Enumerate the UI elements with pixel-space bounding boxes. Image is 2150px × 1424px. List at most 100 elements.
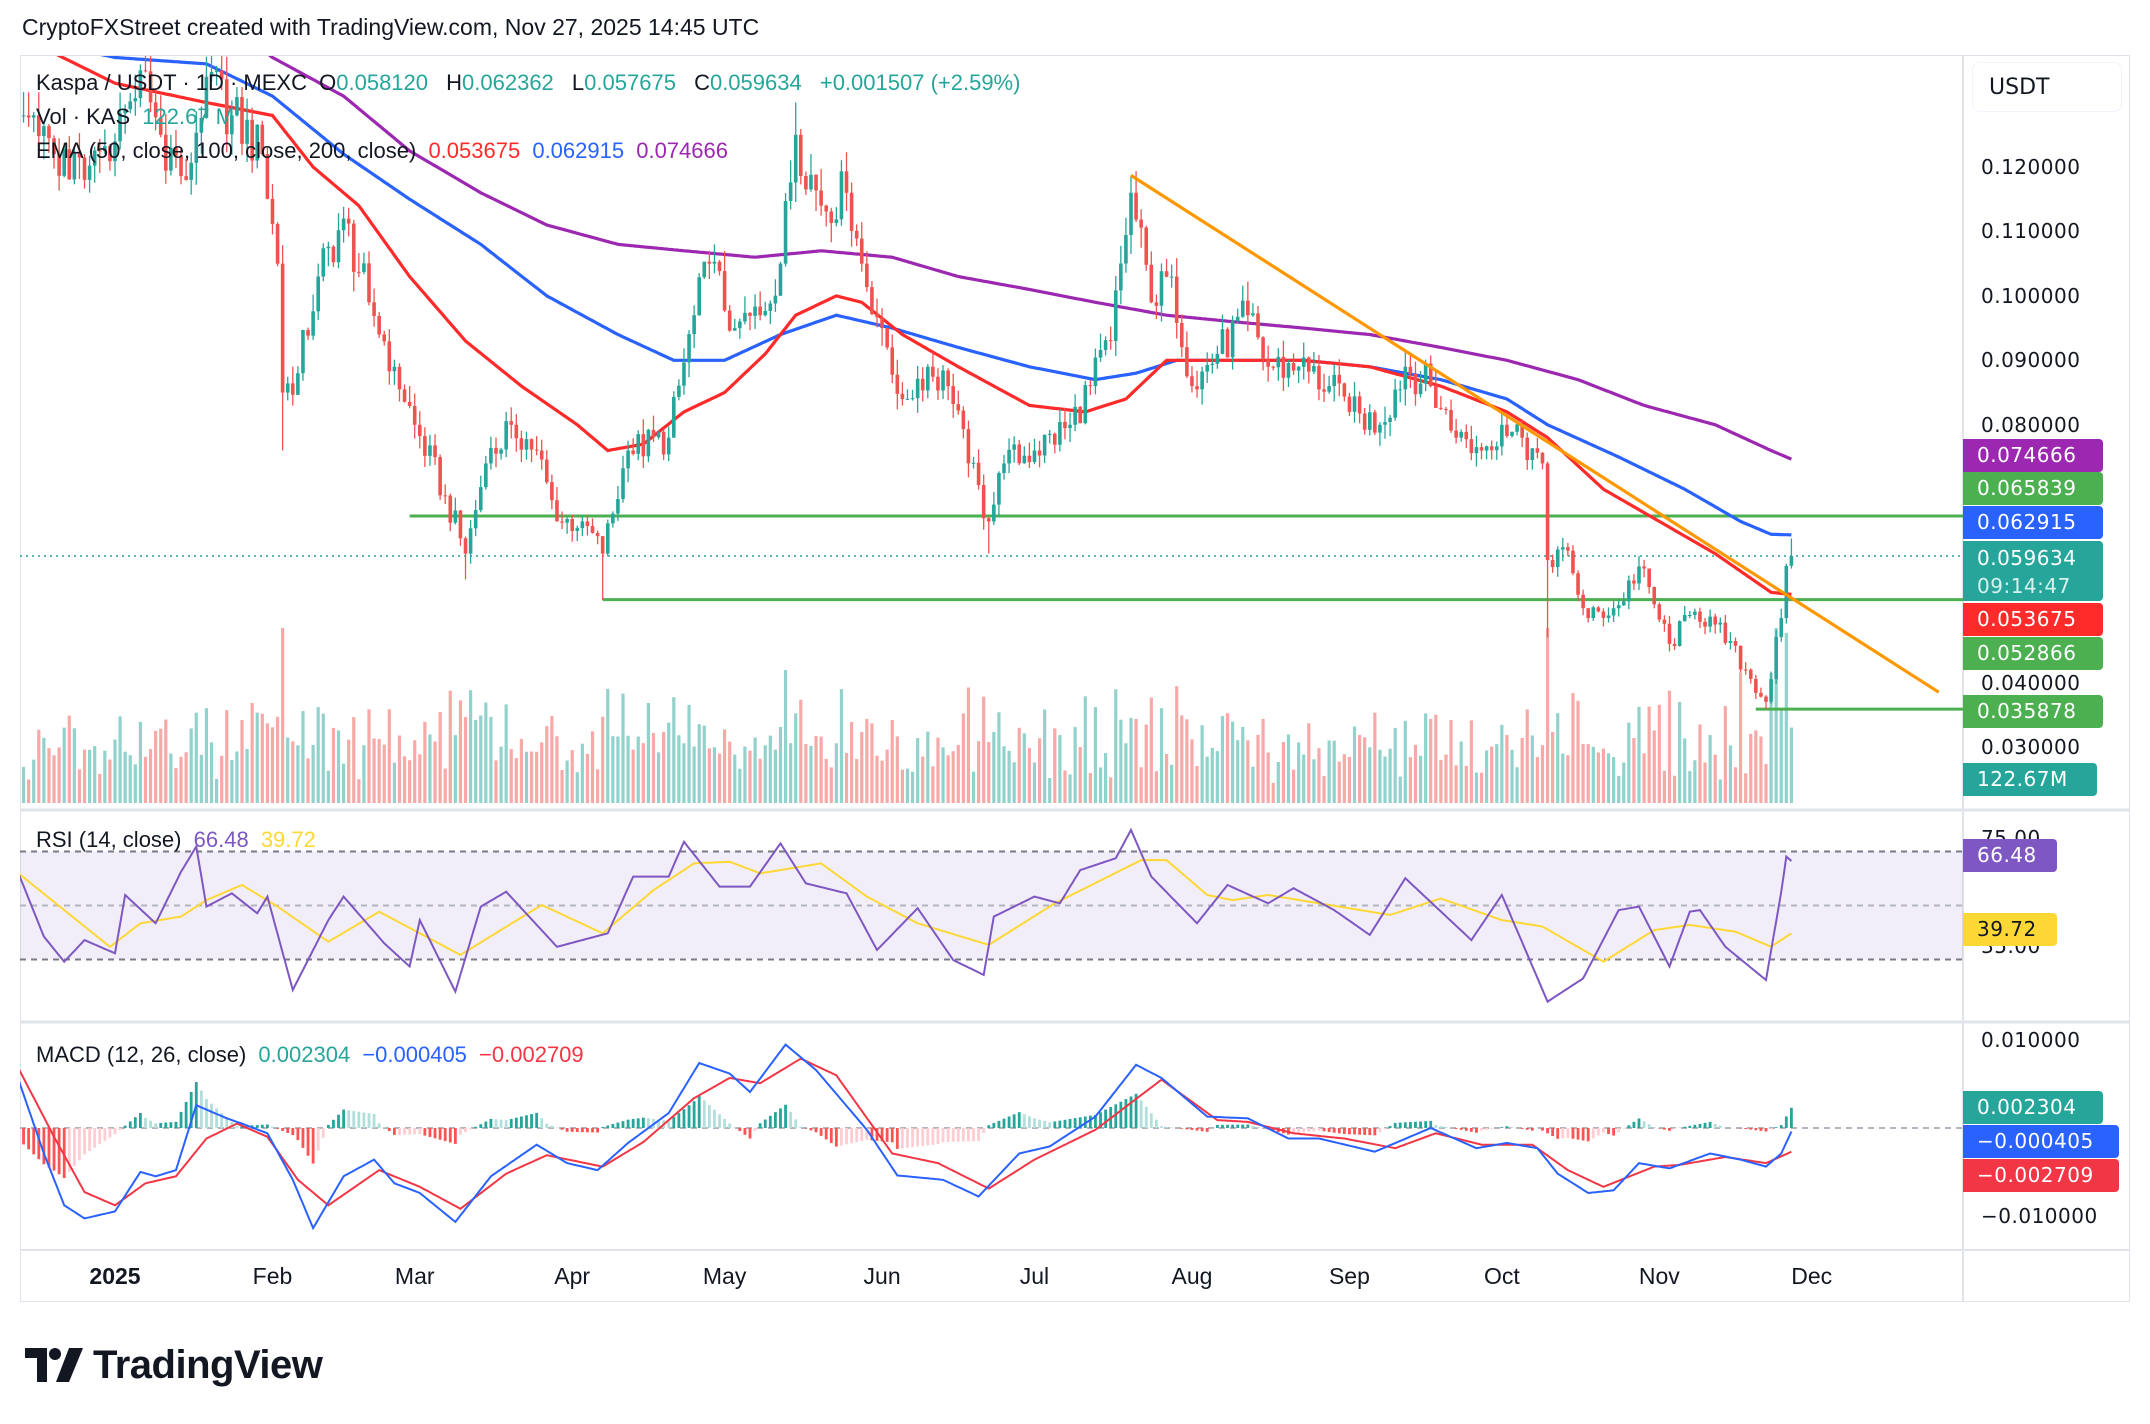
volume-bar [1683, 738, 1687, 803]
volume-bar [1332, 740, 1336, 803]
macd-histogram-bar [103, 1128, 107, 1141]
low-value: 0.057675 [584, 70, 676, 95]
macd-histogram-bar [1708, 1121, 1712, 1128]
candle-body [478, 487, 483, 511]
macd-histogram-bar [860, 1128, 864, 1141]
candle-body [514, 424, 519, 439]
candle-body [443, 495, 447, 497]
volume-bar [194, 712, 198, 803]
macd-histogram-bar [804, 1128, 808, 1129]
candle-body [1474, 447, 1479, 454]
volume-bar [82, 749, 87, 803]
macd-histogram-bar [1596, 1128, 1600, 1136]
volume-label[interactable]: Vol · KAS [36, 104, 131, 129]
candle-body [21, 115, 26, 117]
volume-bar [834, 743, 838, 803]
ema200-line [267, 56, 1792, 461]
candle-body [1718, 622, 1723, 625]
candle-body [235, 97, 239, 116]
macd-histogram-bar [1469, 1128, 1473, 1132]
volume-bar [1408, 757, 1412, 803]
candle-body [1180, 322, 1184, 348]
candle-body [1510, 431, 1514, 436]
macd-histogram-bar [713, 1109, 716, 1128]
macd-histogram-bar [885, 1128, 889, 1142]
candle-body [326, 246, 331, 249]
volume-bar [723, 729, 727, 803]
candle-body [1027, 455, 1032, 463]
currency-selector[interactable]: USDT [1972, 62, 2122, 112]
candle-body [468, 528, 473, 554]
price-tick-label: 0.030000 [1981, 734, 2081, 759]
volume-bar [479, 715, 483, 803]
candle-body [1053, 433, 1057, 445]
candle-body [1449, 409, 1453, 431]
chart-credit: CryptoFXStreet created with TradingView.… [22, 14, 760, 40]
candle-body [1134, 192, 1138, 220]
volume-bar [1708, 735, 1712, 803]
time-tick-label: Apr [554, 1263, 591, 1289]
macd-histogram-bar [1764, 1128, 1768, 1132]
candle-body [489, 447, 493, 464]
candle-body [494, 447, 498, 454]
volume-bar [1596, 752, 1600, 803]
macd-histogram-bar [316, 1128, 320, 1151]
symbol-label[interactable]: Kaspa / USDT · 1D · MEXC [36, 70, 307, 95]
macd-histogram-bar [667, 1120, 671, 1128]
volume-bar [504, 704, 508, 803]
volume-bar [1520, 737, 1524, 803]
volume-bar [997, 712, 1001, 803]
candle-body [839, 171, 844, 220]
candle-body [575, 528, 580, 531]
macd-histogram-bar [1454, 1128, 1458, 1129]
macd-tick-label: 0.010000 [1981, 1028, 2081, 1053]
volume-bar [1159, 708, 1164, 803]
volume-bar [1098, 767, 1103, 803]
macd-histogram-bar [1607, 1128, 1610, 1135]
macd-histogram-bar [342, 1109, 345, 1128]
macd-histogram-bar [606, 1125, 610, 1128]
volume-bar [1556, 713, 1560, 803]
volume-bar [1007, 750, 1011, 803]
macd-histogram-bar [906, 1128, 909, 1148]
tradingview-logo[interactable]: TradingView [25, 1340, 323, 1390]
macd-histogram-bar [946, 1128, 950, 1142]
macd-histogram-bar [1642, 1121, 1646, 1128]
macd-histogram-bar [992, 1122, 996, 1128]
candle-body [1367, 412, 1372, 430]
high-value: 0.062362 [462, 70, 554, 95]
candles [21, 56, 1794, 709]
ema50-badge: 0.053675 [1963, 603, 2103, 636]
macd-histogram-bar [1322, 1128, 1326, 1132]
candle-body [1220, 329, 1225, 354]
volume-bar [1286, 734, 1291, 803]
macd-histogram-bar [855, 1128, 859, 1143]
volume-bar [1043, 709, 1047, 803]
macd-label[interactable]: MACD (12, 26, close) [36, 1042, 247, 1067]
volume-bar [1474, 772, 1479, 803]
macd-histogram-bar [1088, 1115, 1092, 1128]
candle-body [1240, 300, 1245, 317]
volume-bar [900, 769, 904, 803]
volume-bar [336, 730, 341, 803]
candle-body [463, 538, 468, 554]
volume-bar [1566, 755, 1570, 803]
candle-body [1637, 566, 1641, 584]
rsi-label[interactable]: RSI (14, close) [36, 827, 182, 852]
macd-histogram-bar [768, 1115, 772, 1128]
candle-body [692, 315, 696, 335]
candle-body [824, 205, 828, 212]
candle-body [1454, 430, 1458, 438]
candle-body [1230, 320, 1235, 358]
candle-body [981, 485, 986, 519]
ema-label[interactable]: EMA (50, close, 100, close, 200, close) [36, 138, 417, 163]
volume-bar [255, 712, 259, 803]
candle-body [727, 310, 732, 331]
volume-bar [377, 739, 381, 803]
candle-body [636, 434, 641, 454]
volume-bar [1119, 719, 1123, 803]
candle-body [1642, 566, 1646, 569]
candle-body [407, 401, 412, 406]
candle-body [793, 134, 798, 183]
